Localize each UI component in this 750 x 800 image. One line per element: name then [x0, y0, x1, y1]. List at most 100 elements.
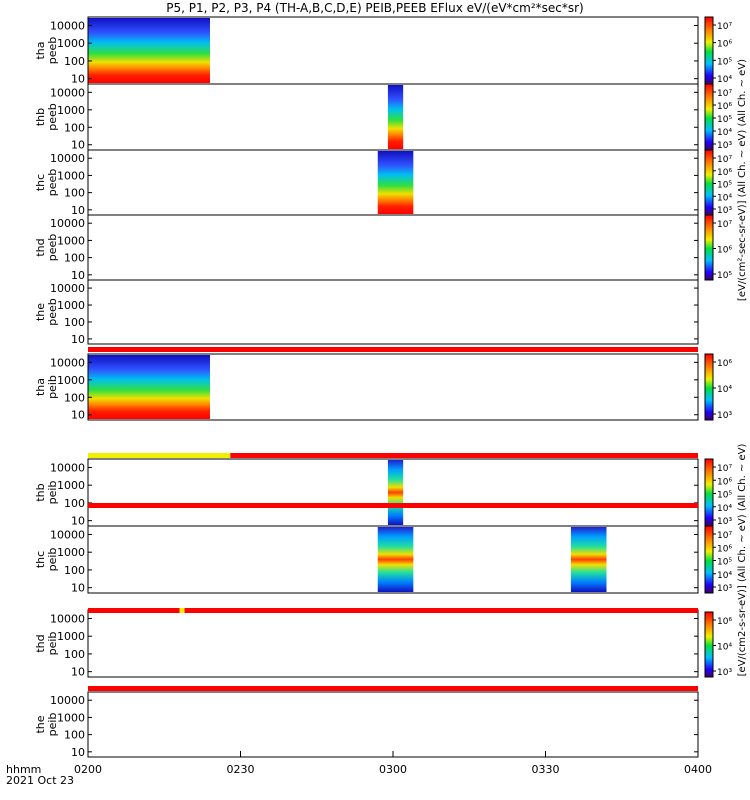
status-bar-segment: [179, 608, 185, 613]
colorbar-tick-label: 10⁴: [717, 385, 732, 395]
ytick-label: 1000: [57, 104, 85, 117]
colorbar-tick-label: 10⁷: [717, 155, 732, 165]
colorbar-tick-label: 10⁶: [717, 544, 732, 554]
ytick-label: 10: [71, 582, 85, 595]
ylabel-probe: thd: [34, 634, 47, 652]
xtick-label: 0200: [74, 763, 102, 776]
ylabel-product: peeb: [46, 234, 59, 262]
colorbar-tick-label: 10⁷: [717, 464, 732, 474]
colorbar-tick-label: 10⁷: [717, 220, 732, 230]
ytick-label: 100: [64, 391, 85, 404]
panel-frame: [87, 279, 699, 345]
ytick-label: 10: [71, 409, 85, 422]
colorbar-tick-label: 10⁵: [717, 558, 732, 568]
ytick-label: 100: [64, 497, 85, 510]
ylabel-product: peib: [46, 548, 59, 572]
ytick-label: 100: [64, 729, 85, 742]
ylabel-product: peib: [46, 481, 59, 505]
spectrogram-block: [377, 151, 414, 214]
colorbar-tick-label: 10⁶: [717, 246, 732, 256]
ylabel-probe: thc: [34, 551, 47, 568]
colorbar-tick-label: 10³: [717, 411, 732, 421]
chart-title: P5, P1, P2, P3, P4 (TH-A,B,C,D,E) PEIB,P…: [166, 1, 584, 15]
ytick-label: 10000: [50, 461, 85, 474]
ytick-label: 1000: [57, 711, 85, 724]
ytick-label: 1000: [57, 630, 85, 643]
panel-frame: [87, 214, 699, 281]
ytick-label: 10000: [50, 282, 85, 295]
ylabel-product: peeb: [46, 298, 59, 326]
status-bar-segment: [88, 453, 231, 458]
ytick-label: 10: [71, 73, 85, 86]
ytick-label: 10000: [50, 19, 85, 32]
colorbar-units-label-upper: [eV/(cm²-sec-sr-eV)] (All Ch. ~ eV) (All…: [737, 59, 748, 301]
time-axis-label: hhmm: [6, 763, 41, 776]
colorbar-tick-label: 10⁴: [717, 571, 732, 581]
ytick-label: 10: [71, 269, 85, 282]
panel-frame: [87, 691, 699, 758]
colorbar: [704, 353, 714, 421]
colorbar: [704, 83, 714, 151]
xtick-label: 0400: [684, 763, 712, 776]
ytick-label: 100: [64, 252, 85, 265]
colorbar-tick-label: 10⁷: [717, 22, 732, 32]
ylabel-product: peeb: [46, 169, 59, 197]
ytick-label: 1000: [57, 299, 85, 312]
spectrogram-block: [387, 85, 404, 149]
spectrogram-block: [88, 355, 210, 419]
colorbar-tick-label: 10³: [717, 206, 732, 216]
colorbar-tick-label: 10⁶: [717, 168, 732, 178]
colorbar-tick-label: 10⁵: [717, 181, 732, 191]
colorbar-tick-label: 10⁶: [717, 617, 732, 627]
ytick-label: 10000: [50, 612, 85, 625]
status-bar-segment: [88, 608, 180, 613]
colorbar-tick-label: 10⁶: [717, 477, 732, 487]
ytick-label: 100: [64, 121, 85, 134]
spectrogram-block: [387, 460, 404, 525]
colorbar-tick-label: 10⁴: [717, 75, 732, 85]
ytick-label: 10: [71, 333, 85, 346]
ytick-label: 1000: [57, 234, 85, 247]
status-bar-segment: [184, 608, 699, 613]
colorbar: [704, 611, 714, 678]
xtick-label: 0300: [379, 763, 407, 776]
panel-frame: [87, 353, 699, 421]
colorbar-tick-label: 10⁷: [717, 89, 732, 99]
ylabel-probe: tha: [34, 41, 47, 59]
colorbar-tick-label: 10³: [717, 141, 732, 151]
status-bar-segment: [230, 453, 699, 458]
ylabel-probe: thc: [34, 174, 47, 191]
colorbar-tick-label: 10⁶: [717, 359, 732, 369]
ylabel-product: peeb: [46, 37, 59, 65]
colorbar-tick-label: 10⁵: [717, 271, 732, 281]
spectrogram-block: [570, 527, 607, 592]
ytick-label: 10: [71, 515, 85, 528]
colorbar-tick-label: 10⁵: [717, 115, 732, 125]
ylabel-probe: thb: [34, 483, 47, 501]
ytick-label: 100: [64, 316, 85, 329]
ylabel-probe: thd: [34, 238, 47, 256]
ytick-label: 10000: [50, 356, 85, 369]
colorbar: [704, 214, 714, 281]
ytick-label: 10: [71, 746, 85, 759]
ylabel-probe: tha: [34, 378, 47, 396]
colorbar-tick-label: 10⁶: [717, 40, 732, 50]
ylabel-product: peib: [46, 713, 59, 737]
ytick-label: 1000: [57, 374, 85, 387]
spectrogram-block: [88, 18, 210, 83]
ytick-label: 10000: [50, 694, 85, 707]
ylabel-product: peib: [46, 375, 59, 399]
ylabel-probe: the: [34, 715, 47, 733]
colorbar-tick-label: 10⁵: [717, 57, 732, 67]
colorbar: [704, 458, 714, 527]
colorbar-tick-label: 10⁴: [717, 643, 732, 653]
ytick-label: 10: [71, 139, 85, 152]
colorbar-tick-label: 10⁷: [717, 531, 732, 541]
ytick-label: 10000: [50, 86, 85, 99]
colorbar-units-label-lower: [eV/(cm2-s-sr-eV)] (All Ch. ~ eV) (All C…: [737, 443, 748, 676]
ytick-label: 100: [64, 648, 85, 661]
ytick-label: 100: [64, 187, 85, 200]
colorbar-tick-label: 10³: [717, 668, 732, 678]
status-bar-segment: [88, 347, 698, 352]
